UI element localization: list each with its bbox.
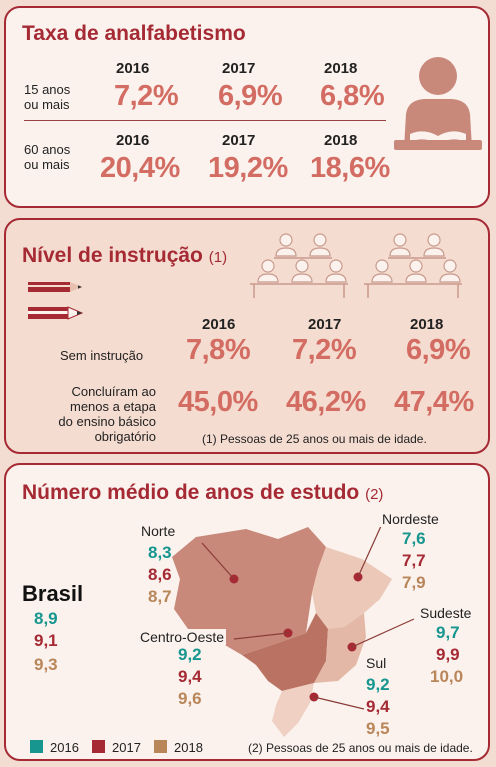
literacy-title: Taxa de analfabetismo — [22, 22, 246, 45]
rate-value: 7,8% — [186, 334, 251, 366]
completed-basic-label: Concluíram ao menos a etapa do ensino bá… — [26, 384, 156, 444]
year-label: 2016 — [116, 60, 150, 77]
year-label: 2018 — [410, 316, 444, 333]
legend-label: 2016 — [50, 740, 79, 755]
value-2018: 9,6 — [178, 689, 202, 708]
value-2016: 8,3 — [148, 543, 172, 562]
value-2016: 8,9 — [34, 609, 58, 628]
row1-label-line2: ou mais — [24, 97, 70, 112]
rate-value: 18,6% — [310, 152, 390, 184]
brazil-map — [172, 521, 415, 737]
study-years-title: Número médio de anos de estudo (2) — [22, 481, 383, 505]
row1-label-line1: 15 anos — [24, 82, 71, 97]
label-line: do ensino básico — [58, 414, 156, 429]
legend-swatch-2017 — [92, 740, 105, 753]
rate-value: 6,9% — [406, 334, 471, 366]
rate-value: 20,4% — [100, 152, 180, 184]
classroom-icon — [250, 233, 348, 298]
value-2017: 7,7 — [402, 551, 426, 570]
study-years-title-text: Número médio de anos de estudo — [22, 481, 360, 504]
row2-label: 60 anos ou mais — [24, 142, 70, 172]
region-label-centro-oeste: Centro-Oeste — [138, 629, 227, 645]
study-years-title-note: (2) — [365, 486, 384, 503]
value-2018: 10,0 — [430, 667, 464, 686]
rate-value: 7,2% — [114, 80, 179, 112]
brasil-label: Brasil — [22, 581, 84, 606]
region-label-sul: Sul — [364, 655, 389, 671]
rate-value: 19,2% — [208, 152, 288, 184]
legend-label: 2018 — [174, 740, 203, 755]
rate-value: 45,0% — [178, 386, 258, 418]
value-2017: 9,1 — [34, 631, 58, 650]
legend: 2016 2017 2018 — [30, 739, 230, 755]
literacy-panel: Taxa de analfabetismo 15 anos ou mais 20… — [4, 6, 490, 208]
value-2018: 9,3 — [34, 655, 58, 674]
rate-value: 6,9% — [218, 80, 283, 112]
row-divider — [24, 120, 386, 121]
legend-label: 2017 — [112, 740, 141, 755]
education-title: Nível de instrução (1) — [22, 244, 227, 268]
map-region-centro-oeste — [242, 613, 328, 691]
study-years-panel: Número médio de anos de estudo (2) Norte… — [4, 463, 490, 761]
rate-value: 6,8% — [320, 80, 385, 112]
rate-value: 46,2% — [286, 386, 366, 418]
education-footnote: (1) Pessoas de 25 anos ou mais de idade. — [202, 432, 427, 446]
label-line: obrigatório — [94, 429, 156, 444]
region-label-nordeste: Nordeste — [380, 511, 441, 527]
year-label: 2016 — [202, 316, 236, 333]
value-2017: 9,4 — [178, 667, 202, 686]
education-title-text: Nível de instrução — [22, 244, 203, 267]
pencil-icon — [28, 306, 84, 320]
pencil-icon — [28, 282, 82, 292]
value-2016: 7,6 — [402, 529, 426, 548]
value-2017: 9,4 — [366, 697, 390, 716]
value-2017: 9,9 — [436, 645, 460, 664]
education-panel: Nível de instrução (1) — [4, 218, 490, 454]
label-line: menos a etapa — [69, 399, 156, 414]
value-2018: 7,9 — [402, 573, 426, 592]
value-2016: 9,2 — [366, 675, 390, 694]
row1-label: 15 anos ou mais — [24, 82, 70, 112]
legend-swatch-2018 — [154, 740, 167, 753]
row2-label-line2: ou mais — [24, 157, 70, 172]
value-2016: 9,2 — [178, 645, 202, 664]
year-label: 2017 — [222, 132, 256, 149]
region-label-sudeste: Sudeste — [418, 605, 474, 621]
education-title-note: (1) — [208, 249, 228, 266]
value-2018: 8,7 — [148, 587, 172, 606]
map-region-nordeste — [312, 547, 392, 629]
label-line: Concluíram ao — [71, 384, 156, 399]
study-years-footnote: (2) Pessoas de 25 anos ou mais de idade. — [248, 741, 473, 755]
rate-value: 7,2% — [292, 334, 357, 366]
map-region-sul — [272, 683, 314, 737]
year-label: 2017 — [308, 316, 342, 333]
classroom-icon — [364, 233, 462, 298]
row2-label-line1: 60 anos — [24, 142, 71, 157]
year-label: 2018 — [324, 132, 358, 149]
map-region-norte — [172, 527, 326, 655]
rate-value: 47,4% — [394, 386, 474, 418]
reading-person-icon — [394, 57, 482, 150]
year-label: 2016 — [116, 132, 150, 149]
year-label: 2018 — [324, 60, 358, 77]
value-2017: 8,6 — [148, 565, 172, 584]
map-region-sudeste — [314, 613, 366, 683]
value-2016: 9,7 — [436, 623, 460, 642]
year-label: 2017 — [222, 60, 256, 77]
value-2018: 9,5 — [366, 719, 390, 738]
legend-swatch-2016 — [30, 740, 43, 753]
no-schooling-label: Sem instrução — [60, 348, 144, 363]
region-label-norte: Norte — [139, 523, 178, 539]
